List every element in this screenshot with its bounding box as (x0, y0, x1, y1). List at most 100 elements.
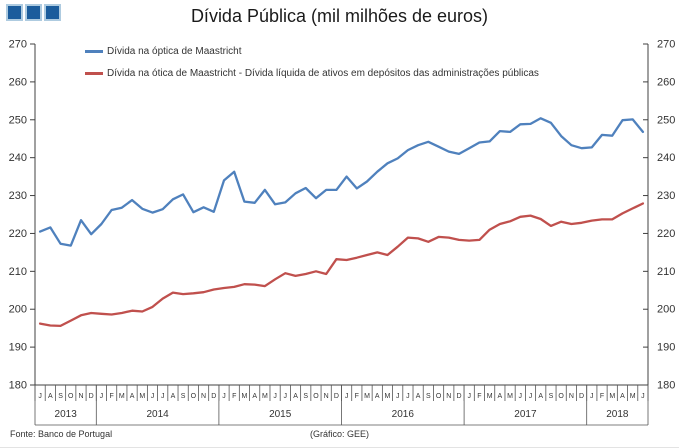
x-axis-month-label: M (507, 393, 513, 400)
y-axis-label-right: 250 (657, 114, 675, 126)
footer-source: Fonte: Banco de Portugal (10, 429, 113, 439)
x-axis-month-label: M (630, 393, 636, 400)
x-axis-year-label: 2013 (55, 409, 78, 420)
x-axis-month-label: F (600, 393, 604, 400)
x-axis-month-label: J (100, 393, 104, 400)
x-axis-year-label: 2018 (606, 409, 629, 420)
y-axis-label-right: 190 (657, 342, 675, 354)
x-axis-month-label: N (201, 393, 206, 400)
legend-label-net-debt: Dívida na ótica de Maastricht - Dívida l… (107, 67, 539, 79)
x-axis-year-label: 2015 (269, 409, 292, 420)
x-axis-month-label: O (313, 393, 319, 400)
x-axis-month-label: O (436, 393, 442, 400)
x-axis-year-label: 2014 (146, 409, 169, 420)
x-axis-month-label: J (38, 393, 42, 400)
x-axis-month-label: A (498, 393, 503, 400)
x-axis-month-label: J (345, 393, 349, 400)
x-axis-month-label: A (293, 393, 298, 400)
x-axis-month-label: A (620, 393, 625, 400)
y-axis-label-left: 270 (9, 39, 27, 51)
footer-credit: (Gráfico: GEE) (309, 429, 369, 439)
y-axis-label-right: 260 (657, 76, 675, 88)
legend: Dívida na óptica de Maastricht Dívida na… (85, 40, 539, 84)
legend-item-net-debt: Dívida na ótica de Maastricht - Dívida l… (85, 62, 539, 84)
x-axis-month-label: A (538, 393, 543, 400)
x-axis-month-label: J (161, 393, 165, 400)
x-axis-month-label: J (641, 393, 645, 400)
y-axis-label-left: 200 (9, 304, 27, 316)
x-axis-month-label: J (284, 393, 288, 400)
x-axis-month-label: N (324, 393, 329, 400)
y-axis-label-right: 210 (657, 266, 675, 278)
y-axis-label-left: 210 (9, 266, 27, 278)
x-axis-month-label: O (558, 393, 564, 400)
x-axis-month-label: J (273, 393, 277, 400)
x-axis-month-label: N (78, 393, 83, 400)
x-axis-month-label: A (252, 393, 257, 400)
x-axis-month-label: F (477, 393, 481, 400)
y-axis-label-right: 240 (657, 152, 675, 164)
x-axis-month-label: A (375, 393, 380, 400)
x-axis-month-label: O (191, 393, 197, 400)
x-axis-month-label: M (262, 393, 268, 400)
x-axis-month-label: M (242, 393, 248, 400)
page-title: Dívida Pública (mil milhões de euros) (190, 6, 489, 26)
y-axis-label-right: 220 (657, 228, 675, 240)
x-axis-month-label: J (467, 393, 471, 400)
x-axis-month-label: N (569, 393, 574, 400)
logo-square-icon (44, 4, 61, 21)
x-axis-month-label: A (171, 393, 176, 400)
x-axis-year-label: 2017 (514, 409, 537, 420)
y-axis-label-right: 230 (657, 190, 675, 202)
x-axis-month-label: J (590, 393, 594, 400)
y-axis-label-left: 230 (9, 190, 27, 202)
y-axis-label-right: 270 (657, 39, 675, 51)
legend-line-swatch-red-icon (85, 71, 103, 75)
x-axis-month-label: S (58, 393, 63, 400)
x-axis-month-label: J (222, 393, 226, 400)
x-axis-month-label: S (181, 393, 186, 400)
x-axis-month-label: D (334, 393, 339, 400)
y-axis-label-right: 200 (657, 304, 675, 316)
y-axis-label-right: 180 (657, 380, 675, 392)
logo-square-icon (6, 4, 23, 21)
y-axis-label-left: 250 (9, 114, 27, 126)
legend-label-maastricht-debt: Dívida na óptica de Maastricht (107, 45, 242, 57)
logo-square-icon (25, 4, 42, 21)
x-axis-month-label: M (139, 393, 145, 400)
maastricht-debt-line (38, 117, 645, 247)
x-axis-month-label: J (396, 393, 400, 400)
x-axis-month-label: S (426, 393, 431, 400)
x-axis-month-label: M (385, 393, 391, 400)
x-axis-month-label: F (232, 393, 236, 400)
y-axis-label-left: 240 (9, 152, 27, 164)
y-axis-label-left: 180 (9, 380, 27, 392)
y-axis-label-left: 220 (9, 228, 27, 240)
x-axis-month-label: N (446, 393, 451, 400)
y-axis-label-left: 190 (9, 342, 27, 354)
net-debt-line (38, 202, 645, 328)
x-axis-month-label: F (355, 393, 359, 400)
y-axis-label-left: 260 (9, 76, 27, 88)
legend-line-swatch-blue-icon (85, 49, 103, 53)
x-axis-month-label: D (456, 393, 461, 400)
x-axis-month-label: M (487, 393, 493, 400)
x-axis-month-label: A (130, 393, 135, 400)
x-axis-month-label: S (549, 393, 554, 400)
x-axis-month-label: J (519, 393, 523, 400)
x-axis-month-label: M (364, 393, 370, 400)
x-axis-year-label: 2016 (392, 409, 415, 420)
legend-item-maastricht-debt: Dívida na óptica de Maastricht (85, 40, 539, 62)
logo-squares (6, 4, 61, 21)
x-axis-month-label: A (416, 393, 421, 400)
x-axis-month-label: D (89, 393, 94, 400)
x-axis-month-label: J (406, 393, 410, 400)
x-axis-month-label: F (109, 393, 113, 400)
x-axis-month-label: D (579, 393, 584, 400)
x-axis-month-label: J (151, 393, 155, 400)
x-axis-month-label: A (48, 393, 53, 400)
x-axis-month-label: J (529, 393, 533, 400)
x-axis-month-label: D (211, 393, 216, 400)
